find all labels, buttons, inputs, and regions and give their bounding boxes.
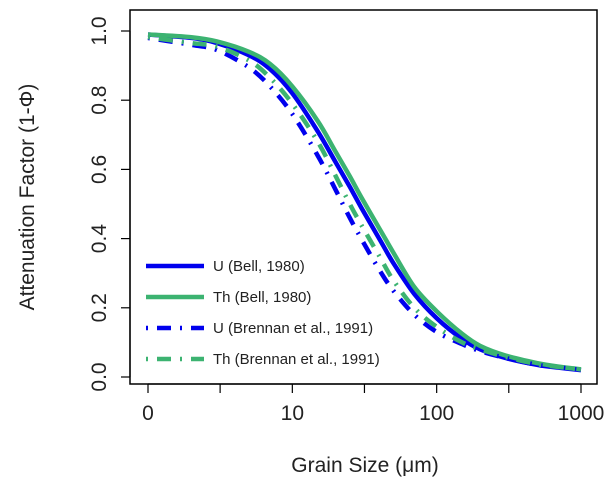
series-line-1 xyxy=(147,32,582,373)
series-line-2 xyxy=(147,32,582,372)
legend-label-3: U (Brennan et al., 1991) xyxy=(213,320,373,337)
x-axis: 0 10 100 1000 xyxy=(142,383,605,425)
legend: U (Bell, 1980) Th (Bell, 1980) U (Brennan … xyxy=(146,258,380,368)
legend-label-4: Th (Brennan et al., 1991) xyxy=(213,351,380,368)
x-tick-label: 1000 xyxy=(558,402,605,425)
y-tick-label: 0.2 xyxy=(88,293,111,322)
x-axis-title: Grain Size (μm) xyxy=(291,454,438,477)
series-layer xyxy=(147,32,582,373)
y-tick-label: 1.0 xyxy=(88,16,111,45)
series-line-3 xyxy=(147,35,582,372)
x-tick-label: 10 xyxy=(281,402,304,425)
x-tick-label: 0 xyxy=(142,402,154,425)
series-line-4 xyxy=(147,34,582,372)
y-tick-label: 0.0 xyxy=(88,362,111,391)
legend-label-1: U (Bell, 1980) xyxy=(213,258,305,275)
y-tick-label: 0.4 xyxy=(88,224,111,254)
y-axis-title: Attenuation Factor (1-Φ) xyxy=(16,84,39,311)
x-tick-label: 100 xyxy=(419,402,454,425)
y-tick-label: 0.8 xyxy=(88,86,111,115)
legend-label-2: Th (Bell, 1980) xyxy=(213,289,311,306)
y-axis: 0.0 0.2 0.4 0.6 0.8 1.0 xyxy=(88,16,131,392)
y-tick-label: 0.6 xyxy=(88,155,111,184)
